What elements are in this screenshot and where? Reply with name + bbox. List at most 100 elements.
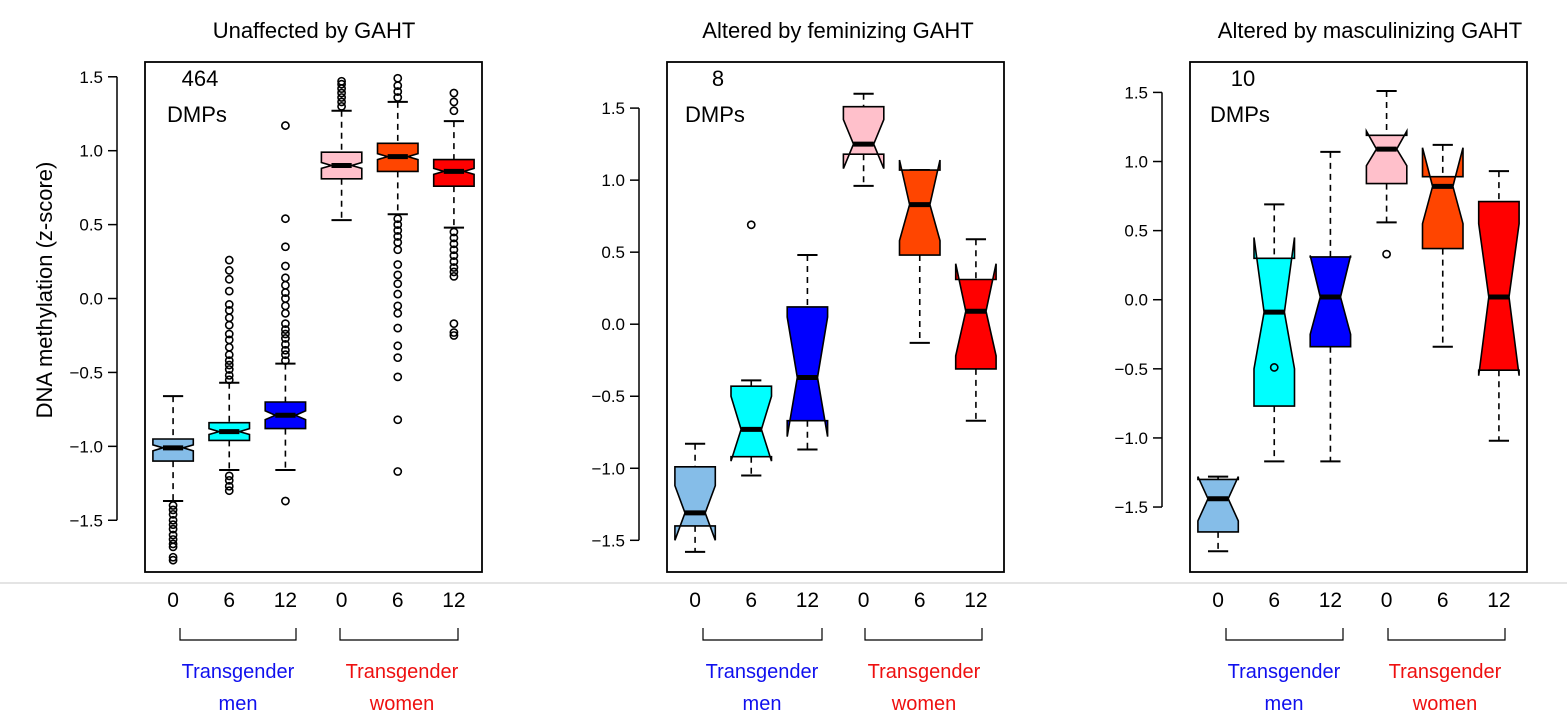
outlier-point	[393, 220, 403, 230]
outlier-point	[168, 552, 178, 562]
box-5	[376, 73, 419, 476]
box-body	[1365, 128, 1408, 185]
group-label-line1: Transgender	[706, 661, 819, 683]
box-body	[1477, 200, 1520, 376]
box-6	[432, 88, 475, 340]
box-1	[674, 442, 717, 553]
box-body	[954, 263, 997, 370]
x-tick-label: 6	[914, 589, 926, 612]
outlier-point	[281, 345, 290, 355]
outlier-point	[393, 87, 403, 96]
outlier-point	[393, 353, 403, 363]
outlier-point	[168, 505, 178, 515]
x-tick-label: 6	[223, 589, 235, 612]
outlier-point	[393, 341, 403, 351]
outlier-point	[168, 524, 178, 534]
outlier-point	[224, 475, 234, 485]
group-bracket	[179, 628, 297, 641]
box-body	[1309, 255, 1352, 348]
outlier-point	[449, 251, 459, 261]
x-tick-label: 6	[392, 589, 404, 612]
outlier-point	[281, 356, 290, 366]
y-tick-label: −1.0	[69, 437, 103, 456]
x-tick-label: 0	[1381, 589, 1393, 612]
outlier-point	[224, 375, 234, 385]
panel-title: Altered by feminizing GAHT	[702, 18, 973, 43]
outlier-point	[224, 266, 234, 275]
panel-3: Altered by masculinizing GAHT −1.5 −1.0 −0.…	[1114, 18, 1528, 715]
group-label-line1: Transgender	[868, 661, 981, 683]
dmp-count: 10	[1231, 66, 1255, 91]
group-label-line1: Transgender	[1389, 661, 1502, 683]
outlier-point	[224, 286, 234, 296]
outlier-point	[168, 520, 178, 530]
outlier-point	[168, 555, 178, 565]
outlier-point	[168, 542, 178, 552]
dmp-label: DMPs	[167, 102, 227, 127]
group-label-line1: Transgender	[182, 661, 295, 683]
x-tick-label: 0	[167, 589, 179, 612]
outlier-point	[449, 106, 459, 116]
outlier-point	[224, 320, 234, 330]
box-3	[264, 121, 307, 506]
outlier-point	[281, 214, 290, 224]
outlier-point	[224, 342, 234, 352]
outlier-point	[449, 227, 459, 237]
group-label-line2: men	[743, 693, 782, 715]
box-body	[674, 465, 717, 541]
outlier-point	[224, 360, 234, 370]
box-body	[1421, 147, 1464, 250]
outlier-point	[393, 245, 403, 255]
group-label-line1: Transgender	[346, 661, 459, 683]
outlier-point	[449, 97, 459, 107]
y-tick-label: 0.5	[1124, 222, 1148, 241]
y-tick-label: −0.5	[1114, 360, 1148, 379]
outlier-point	[393, 93, 403, 102]
outlier-point	[449, 233, 459, 243]
y-tick-label: 0.0	[601, 315, 625, 334]
outlier-point	[224, 313, 234, 323]
outlier-point	[224, 335, 234, 345]
outlier-point	[281, 280, 290, 290]
x-tick-label: 12	[1319, 589, 1342, 612]
outlier-point	[224, 486, 234, 496]
outlier-point	[168, 515, 178, 525]
y-tick-label: 1.5	[1124, 83, 1148, 102]
outlier-point	[449, 263, 459, 272]
outlier-point	[337, 101, 346, 111]
y-tick-label: −1.5	[591, 531, 625, 550]
x-tick-label: 12	[442, 589, 465, 612]
box-body	[1253, 237, 1296, 407]
outlier-point	[224, 329, 234, 339]
outlier-point	[224, 471, 234, 481]
box-5	[898, 159, 941, 344]
outlier-point	[1269, 363, 1279, 372]
outlier-point	[168, 501, 178, 510]
x-tick-label: 12	[1487, 589, 1510, 612]
y-tick-label: −1.0	[1114, 429, 1148, 448]
outlier-point	[281, 121, 290, 130]
outlier-point	[224, 356, 234, 366]
group-bracket	[702, 628, 823, 641]
outlier-point	[281, 319, 290, 329]
box-1	[152, 395, 195, 565]
outlier-point	[393, 308, 403, 318]
outlier-point	[449, 88, 459, 98]
group-label-line2: women	[1412, 693, 1477, 715]
outlier-point	[746, 220, 756, 230]
panel-title: Unaffected by GAHT	[213, 18, 416, 43]
y-tick-label: 0.0	[1124, 291, 1148, 310]
box-6	[1477, 170, 1520, 442]
y-axis-label: DNA methylation (z-score)	[32, 162, 57, 419]
outlier-point	[393, 372, 403, 382]
outlier-point	[224, 255, 234, 265]
outlier-point	[449, 239, 459, 249]
y-tick-label: −0.5	[69, 363, 103, 382]
outlier-point	[281, 350, 290, 360]
y-tick-label: 1.0	[79, 142, 103, 161]
outlier-point	[224, 274, 234, 284]
box-2	[208, 255, 251, 496]
box-body	[730, 385, 773, 462]
box-body	[1197, 476, 1240, 533]
